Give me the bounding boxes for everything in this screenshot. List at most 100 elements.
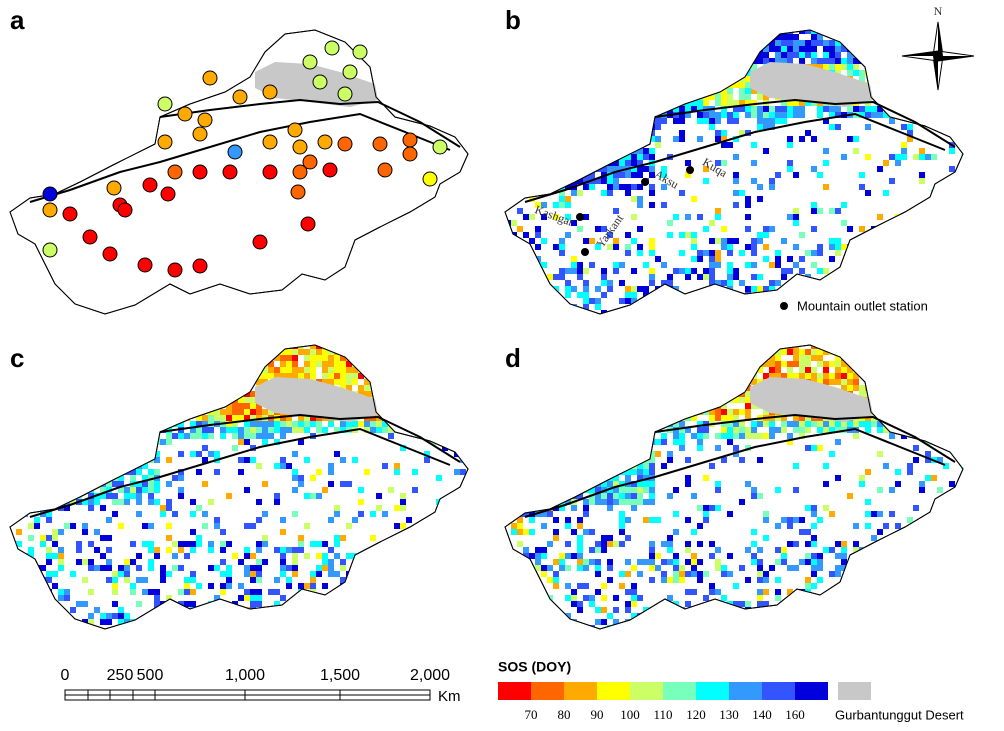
- sos-pixel: [565, 421, 571, 427]
- sos-pixel: [625, 232, 631, 238]
- sos-pixel: [781, 34, 787, 40]
- sos-pixel: [595, 46, 601, 52]
- sos-pixel: [118, 613, 124, 619]
- sos-pixel: [679, 433, 685, 439]
- sos-pixel: [685, 22, 691, 28]
- sos-pixel: [667, 28, 673, 34]
- sos-pixel: [304, 493, 310, 499]
- sos-pixel: [436, 397, 442, 403]
- sos-pixel: [376, 493, 382, 499]
- sos-pixel: [739, 34, 745, 40]
- sos-pixel: [352, 595, 358, 601]
- sos-pixel: [607, 124, 613, 130]
- sos-pixel: [112, 349, 118, 355]
- sos-pixel: [721, 367, 727, 373]
- sos-pixel: [931, 409, 937, 415]
- sos-pixel: [523, 379, 529, 385]
- sos-pixel: [775, 52, 781, 58]
- sos-pixel: [166, 523, 172, 529]
- sos-pixel: [82, 529, 88, 535]
- sos-pixel: [10, 379, 16, 385]
- sos-pixel: [106, 631, 112, 637]
- sos-pixel: [448, 577, 454, 583]
- sos-pixel: [937, 106, 943, 112]
- sos-pixel: [601, 70, 607, 76]
- sos-pixel: [394, 535, 400, 541]
- sos-pixel: [679, 190, 685, 196]
- sos-pixel: [166, 415, 172, 421]
- sos-pixel: [733, 298, 739, 304]
- sos-pixel: [535, 427, 541, 433]
- sos-pixel: [28, 469, 34, 475]
- sos-pixel: [226, 373, 232, 379]
- sos-pixel: [232, 367, 238, 373]
- sos-pixel: [376, 391, 382, 397]
- sos-pixel: [697, 34, 703, 40]
- sos-pixel: [625, 28, 631, 34]
- sos-pixel: [781, 310, 787, 316]
- sos-pixel: [739, 343, 745, 349]
- sos-pixel: [466, 421, 472, 427]
- sos-pixel: [226, 415, 232, 421]
- sos-pixel: [661, 106, 667, 112]
- sos-pixel: [16, 565, 22, 571]
- sos-pixel: [649, 136, 655, 142]
- sos-pixel: [547, 403, 553, 409]
- sos-pixel: [424, 457, 430, 463]
- sos-pixel: [613, 427, 619, 433]
- sos-pixel: [613, 373, 619, 379]
- sos-pixel: [811, 136, 817, 142]
- sos-pixel: [613, 343, 619, 349]
- sos-pixel: [661, 88, 667, 94]
- sos-pixel: [148, 559, 154, 565]
- sos-pixel: [262, 541, 268, 547]
- sos-pixel: [661, 373, 667, 379]
- sos-pixel: [865, 256, 871, 262]
- sos-pixel: [673, 439, 679, 445]
- sos-pixel: [400, 349, 406, 355]
- sos-pixel: [709, 268, 715, 274]
- sos-pixel: [715, 298, 721, 304]
- sos-pixel: [190, 601, 196, 607]
- sos-pixel: [559, 142, 565, 148]
- sos-pixel: [709, 70, 715, 76]
- sos-pixel: [559, 415, 565, 421]
- sos-pixel: [769, 184, 775, 190]
- sos-pixel: [232, 343, 238, 349]
- sos-pixel: [244, 457, 250, 463]
- sos-pixel: [661, 292, 667, 298]
- sos-pixel: [931, 100, 937, 106]
- sos-pixel: [22, 475, 28, 481]
- sos-pixel: [919, 100, 925, 106]
- sos-pixel: [106, 397, 112, 403]
- sos-pixel: [679, 391, 685, 397]
- sos-pixel: [643, 409, 649, 415]
- sos-pixel: [595, 379, 601, 385]
- sos-pixel: [136, 499, 142, 505]
- sos-pixel: [148, 565, 154, 571]
- sos-pixel: [601, 439, 607, 445]
- sos-pixel: [16, 463, 22, 469]
- sos-pixel: [553, 178, 559, 184]
- sos-pixel: [70, 427, 76, 433]
- sos-pixel: [859, 337, 865, 343]
- sos-pixel: [601, 148, 607, 154]
- sos-pixel: [577, 379, 583, 385]
- sos-pixel: [52, 469, 58, 475]
- sos-pixel: [106, 547, 112, 553]
- sos-pixel: [334, 541, 340, 547]
- sos-pixel: [841, 361, 847, 367]
- sos-pixel: [709, 343, 715, 349]
- sos-pixel: [889, 367, 895, 373]
- sos-pixel: [190, 451, 196, 457]
- sos-pixel: [619, 385, 625, 391]
- sos-pixel: [907, 112, 913, 118]
- sos-pixel: [889, 349, 895, 355]
- sos-pixel: [799, 337, 805, 343]
- sos-pixel: [655, 349, 661, 355]
- sos-pixel: [208, 355, 214, 361]
- sos-pixel: [601, 52, 607, 58]
- sos-pixel: [709, 22, 715, 28]
- sos-pixel: [547, 136, 553, 142]
- sos-pixel: [883, 367, 889, 373]
